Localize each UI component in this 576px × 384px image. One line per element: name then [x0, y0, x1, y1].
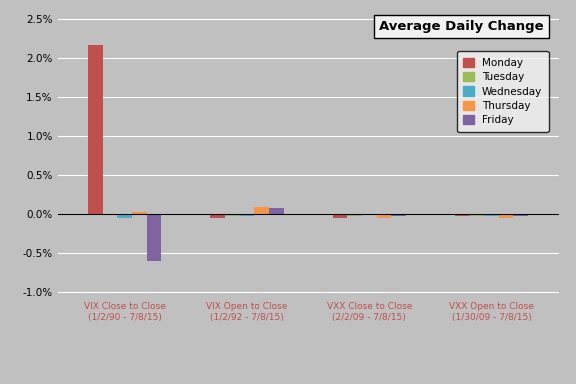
Bar: [455, 214, 469, 216]
Bar: [469, 214, 484, 216]
Bar: [240, 214, 255, 216]
Bar: [147, 214, 161, 261]
Bar: [88, 45, 103, 214]
Bar: [103, 214, 118, 215]
Bar: [269, 208, 284, 214]
Legend: Monday, Tuesday, Wednesday, Thursday, Friday: Monday, Tuesday, Wednesday, Thursday, Fr…: [457, 51, 548, 132]
Bar: [132, 212, 147, 214]
Bar: [391, 214, 406, 216]
Bar: [347, 214, 362, 216]
Bar: [377, 214, 391, 218]
Bar: [255, 207, 269, 214]
Bar: [362, 214, 377, 215]
Bar: [499, 214, 513, 218]
Text: Average Daily Change: Average Daily Change: [379, 20, 544, 33]
Bar: [225, 214, 240, 216]
Bar: [118, 214, 132, 218]
Bar: [484, 214, 499, 216]
Bar: [332, 214, 347, 218]
Bar: [513, 214, 528, 216]
Bar: [210, 214, 225, 218]
